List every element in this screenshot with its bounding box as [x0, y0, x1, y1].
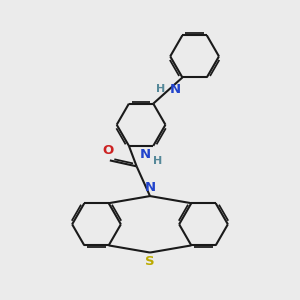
- Text: N: N: [169, 82, 180, 96]
- Text: S: S: [145, 255, 155, 268]
- Text: H: H: [156, 84, 165, 94]
- Text: N: N: [140, 148, 151, 161]
- Text: N: N: [144, 181, 156, 194]
- Text: H: H: [153, 156, 162, 166]
- Text: O: O: [103, 144, 114, 158]
